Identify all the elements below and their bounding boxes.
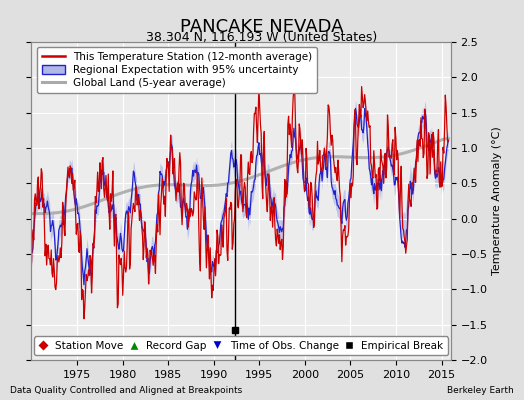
Legend: Station Move, Record Gap, Time of Obs. Change, Empirical Break: Station Move, Record Gap, Time of Obs. C… xyxy=(34,336,448,355)
Y-axis label: Temperature Anomaly (°C): Temperature Anomaly (°C) xyxy=(492,127,501,275)
Text: Berkeley Earth: Berkeley Earth xyxy=(447,386,514,395)
Text: PANCAKE NEVADA: PANCAKE NEVADA xyxy=(180,18,344,36)
Text: 38.304 N, 116.193 W (United States): 38.304 N, 116.193 W (United States) xyxy=(146,31,378,44)
Text: Data Quality Controlled and Aligned at Breakpoints: Data Quality Controlled and Aligned at B… xyxy=(10,386,243,395)
